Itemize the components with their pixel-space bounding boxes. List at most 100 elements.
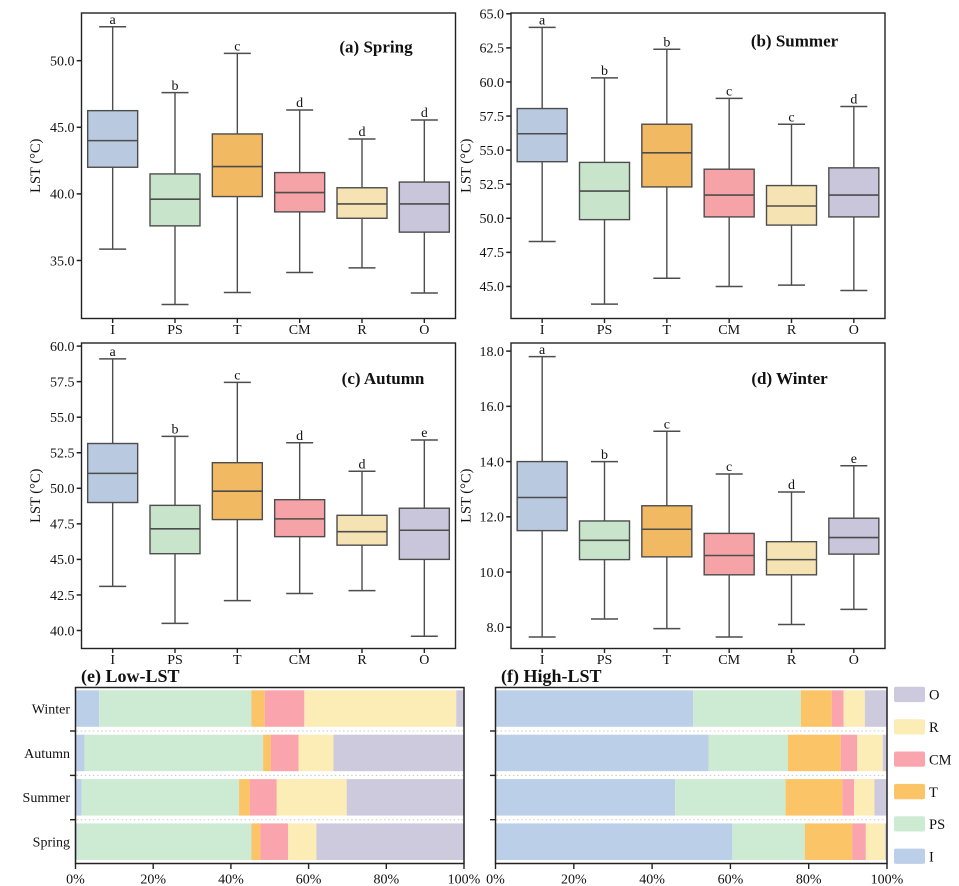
svg-text:100%: 100% — [871, 873, 904, 886]
svg-text:12.0: 12.0 — [480, 511, 505, 526]
svg-text:R: R — [357, 323, 367, 338]
svg-text:(e) Low-LST: (e) Low-LST — [81, 666, 180, 687]
svg-text:a: a — [539, 14, 546, 29]
svg-text:80%: 80% — [796, 873, 822, 886]
svg-text:47.5: 47.5 — [50, 518, 75, 533]
svg-text:O: O — [929, 688, 939, 704]
svg-text:CM: CM — [289, 323, 311, 338]
svg-text:PS: PS — [929, 817, 945, 833]
svg-text:52.5: 52.5 — [50, 447, 75, 462]
svg-text:CM: CM — [718, 653, 740, 668]
svg-text:O: O — [849, 653, 859, 668]
svg-text:Spring: Spring — [33, 836, 70, 851]
svg-text:d: d — [359, 125, 366, 140]
svg-text:LST (°C): LST (°C) — [459, 468, 475, 522]
svg-text:d: d — [296, 429, 303, 444]
svg-text:Autumn: Autumn — [24, 747, 70, 762]
svg-text:I: I — [929, 850, 934, 866]
svg-text:16.0: 16.0 — [480, 400, 505, 415]
svg-text:20%: 20% — [140, 873, 166, 886]
svg-text:I: I — [540, 653, 545, 668]
svg-text:57.5: 57.5 — [480, 110, 505, 125]
svg-text:CM: CM — [718, 323, 740, 338]
svg-text:e: e — [851, 452, 857, 467]
svg-text:60.0: 60.0 — [50, 340, 75, 355]
svg-text:T: T — [233, 653, 242, 668]
svg-text:b: b — [172, 423, 179, 438]
svg-text:45.0: 45.0 — [50, 121, 75, 136]
svg-text:55.0: 55.0 — [50, 411, 75, 426]
svg-text:60%: 60% — [296, 873, 322, 886]
svg-text:c: c — [788, 110, 794, 125]
svg-text:O: O — [849, 323, 859, 338]
svg-text:d: d — [850, 93, 857, 108]
svg-text:0%: 0% — [66, 873, 85, 886]
svg-text:R: R — [787, 653, 797, 668]
svg-text:40%: 40% — [639, 873, 665, 886]
svg-text:a: a — [539, 343, 546, 358]
svg-text:R: R — [787, 323, 797, 338]
svg-text:50.0: 50.0 — [50, 482, 75, 497]
svg-text:T: T — [663, 323, 672, 338]
svg-text:(f) High-LST: (f) High-LST — [501, 666, 602, 687]
svg-text:c: c — [726, 85, 732, 100]
svg-text:PS: PS — [167, 323, 183, 338]
svg-text:40%: 40% — [218, 873, 244, 886]
svg-text:(a) Spring: (a) Spring — [339, 38, 413, 57]
svg-text:c: c — [234, 40, 240, 55]
svg-text:b: b — [172, 79, 179, 94]
svg-text:d: d — [296, 96, 303, 111]
svg-text:PS: PS — [597, 653, 613, 668]
svg-text:LST (°C): LST (°C) — [459, 138, 475, 192]
svg-text:PS: PS — [597, 323, 613, 338]
svg-text:18.0: 18.0 — [480, 345, 505, 360]
svg-text:b: b — [601, 448, 608, 463]
svg-text:14.0: 14.0 — [480, 455, 505, 470]
svg-text:(d) Winter: (d) Winter — [751, 369, 828, 388]
svg-text:40.0: 40.0 — [50, 188, 75, 203]
svg-text:T: T — [233, 323, 242, 338]
svg-text:52.5: 52.5 — [480, 178, 505, 193]
svg-text:T: T — [929, 785, 938, 801]
svg-text:d: d — [788, 478, 795, 493]
svg-text:62.5: 62.5 — [480, 42, 505, 57]
svg-text:57.5: 57.5 — [50, 375, 75, 390]
svg-text:20%: 20% — [561, 873, 587, 886]
svg-text:a: a — [110, 13, 117, 28]
svg-text:e: e — [421, 426, 427, 441]
svg-text:80%: 80% — [373, 873, 399, 886]
svg-text:I: I — [540, 323, 545, 338]
svg-text:(c) Autumn: (c) Autumn — [342, 369, 425, 388]
svg-text:I: I — [110, 653, 115, 668]
svg-text:O: O — [419, 323, 429, 338]
svg-text:I: I — [110, 323, 115, 338]
svg-text:R: R — [929, 720, 939, 736]
svg-text:c: c — [664, 417, 670, 432]
svg-text:50.0: 50.0 — [480, 212, 505, 227]
svg-text:Winter: Winter — [32, 702, 71, 717]
svg-text:8.0: 8.0 — [487, 621, 505, 636]
svg-text:100%: 100% — [448, 873, 481, 886]
svg-text:b: b — [601, 64, 608, 79]
svg-text:LST (°C): LST (°C) — [28, 138, 44, 192]
svg-text:45.0: 45.0 — [480, 280, 505, 295]
svg-text:40.0: 40.0 — [50, 624, 75, 639]
svg-text:Summer: Summer — [23, 791, 71, 806]
svg-text:T: T — [663, 653, 672, 668]
svg-text:R: R — [357, 653, 367, 668]
svg-text:60%: 60% — [718, 873, 744, 886]
svg-text:c: c — [234, 369, 240, 384]
svg-text:O: O — [419, 653, 429, 668]
svg-text:(b) Summer: (b) Summer — [751, 32, 839, 51]
svg-text:a: a — [110, 345, 117, 360]
svg-text:d: d — [421, 106, 428, 121]
svg-text:42.5: 42.5 — [50, 589, 75, 604]
svg-text:50.0: 50.0 — [50, 55, 75, 70]
svg-text:PS: PS — [167, 653, 183, 668]
svg-text:10.0: 10.0 — [480, 566, 505, 581]
svg-text:55.0: 55.0 — [480, 144, 505, 159]
svg-text:0%: 0% — [486, 873, 505, 886]
svg-text:45.0: 45.0 — [50, 553, 75, 568]
svg-text:35.0: 35.0 — [50, 254, 75, 269]
svg-text:65.0: 65.0 — [480, 8, 505, 23]
